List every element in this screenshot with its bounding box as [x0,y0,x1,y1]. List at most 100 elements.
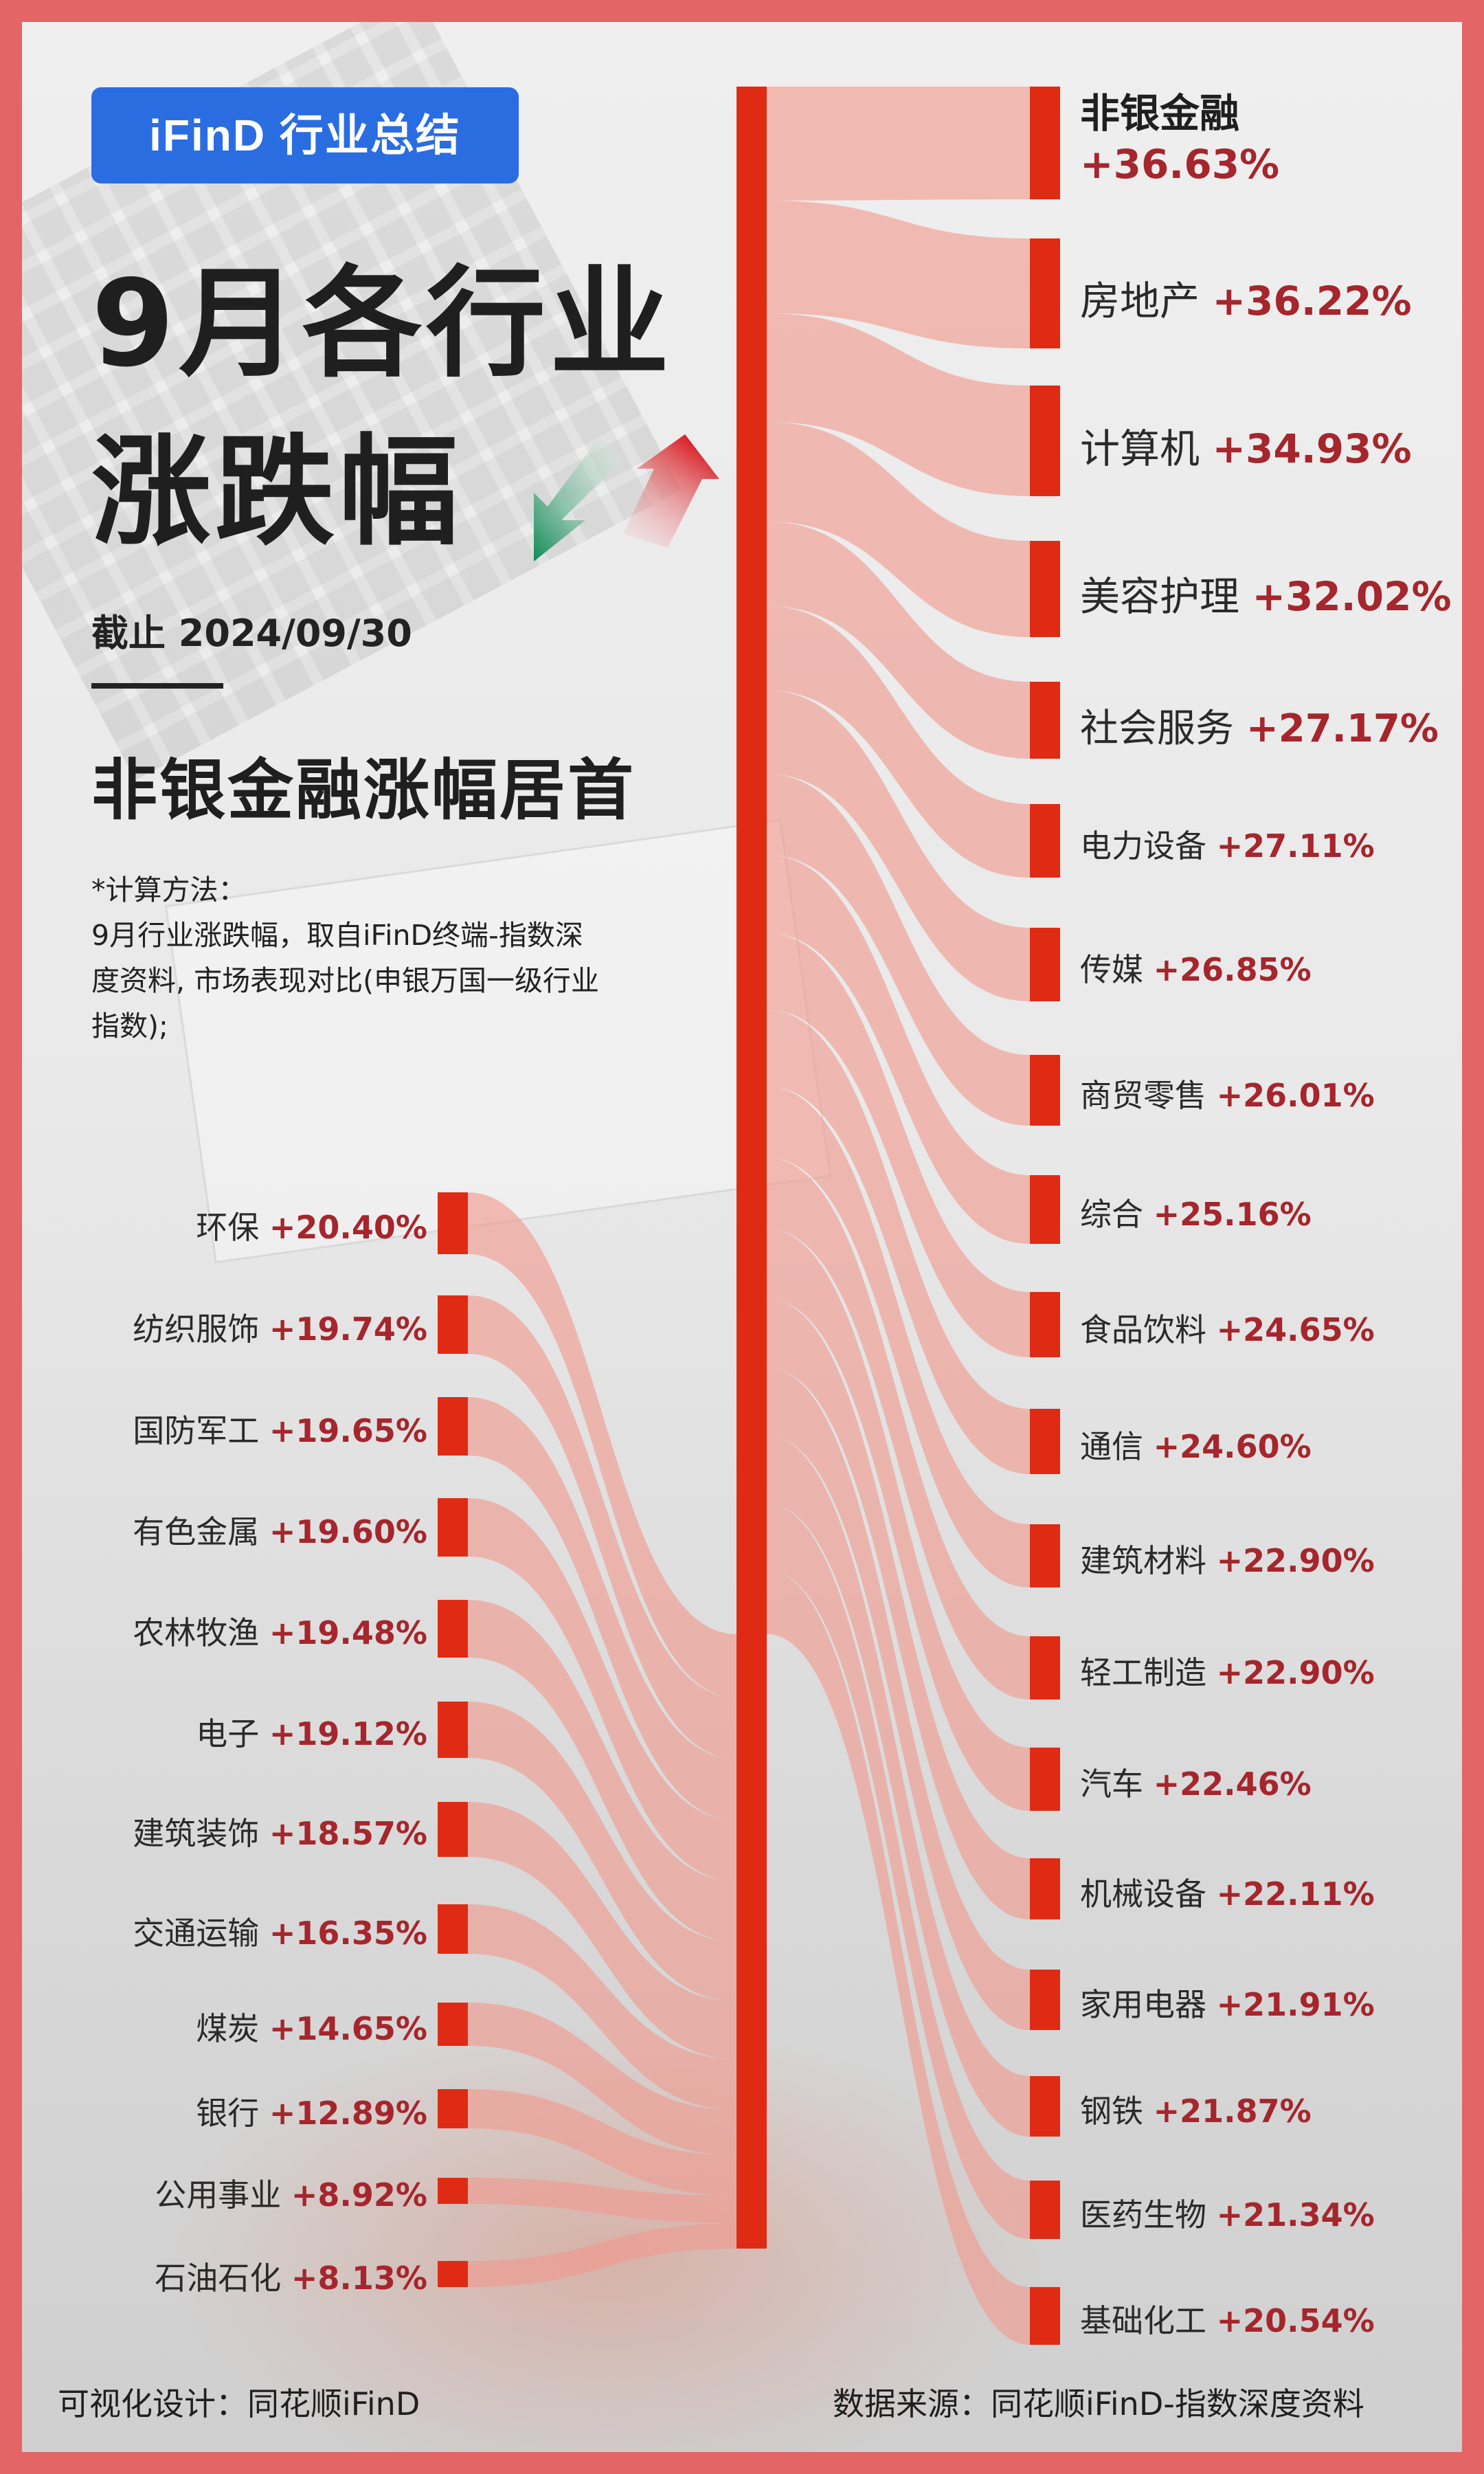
industry-name: 电子 [196,1715,260,1752]
sankey-node-left [438,1498,468,1557]
sankey-node-right [1030,1858,1060,1919]
sankey-flow-left [468,1802,737,2060]
industry-name: 石油石化 [155,2260,282,2297]
industry-label-left: 农林牧渔 +19.48% [43,1608,427,1653]
sankey-flow-right [767,1298,1030,1919]
sankey-flow-right [767,854,1030,1244]
sankey-node-right [1030,2076,1060,2137]
industry-name: 计算机 [1080,425,1200,472]
industry-label-left: 有色金属 +19.60% [43,1507,427,1552]
sankey-flow-left [468,1295,737,1759]
sankey-node-right [1030,386,1060,496]
industry-change: +12.89% [269,2094,427,2132]
industry-label-right: 社会服务 +27.17% [1080,698,1439,753]
sankey-flow-left [468,1192,737,1698]
sankey-flow-left [468,2178,737,2224]
sankey-node-left [438,2261,468,2287]
sankey-node-right [1030,238,1060,348]
industry-label-left: 石油石化 +8.13% [43,2253,427,2299]
industry-name: 国防军工 [133,1412,260,1449]
industry-change: +18.57% [269,1815,427,1852]
industry-label-right: 食品饮料 +24.65% [1080,1305,1375,1350]
sankey-flow-left [468,1702,737,2002]
sankey-flow-right [767,1157,1030,1700]
industry-name: 商贸零售 [1080,1076,1206,1114]
up-down-arrows [534,434,719,561]
industry-label-right: 电力设备 +27.11% [1080,821,1375,867]
sankey-node-left [438,2003,468,2046]
sankey-node-right [1030,541,1060,637]
sankey-node-right [1030,1524,1060,1587]
industry-change: +36.22% [1212,278,1412,325]
industry-name: 基础化工 [1080,2302,1206,2340]
sankey-flow-right [767,774,1030,1126]
date-label: 截止 2024/09/30 [91,612,412,655]
down-arrow-icon [534,438,623,561]
industry-change: +14.65% [269,2009,427,2047]
industry-change: +20.40% [269,1209,427,1246]
industry-change: +21.91% [1216,1986,1375,2024]
industry-label-right: 计算机 +34.93% [1080,416,1412,474]
sankey-flow-right [767,200,1030,348]
industry-label-left: 交通运输 +16.35% [43,1908,427,1954]
sankey-flow-right [767,521,1030,759]
industry-change: +24.60% [1153,1427,1312,1465]
industry-label-left: 环保 +20.40% [43,1203,427,1248]
industry-name: 家用电器 [1080,1986,1206,2024]
method-line: 度资料, 市场表现对比(申银万国一级行业 [91,964,600,997]
industry-name: 纺织服饰 [133,1310,260,1348]
industry-change: +19.48% [269,1614,427,1651]
method-line: 9月行业涨跌幅，取自iFinD终端-指数深 [91,919,583,952]
method-note: *计算方法： 9月行业涨跌幅，取自iFinD终端-指数深 度资料, 市场表现对比… [91,867,723,1049]
sankey-flow-right [767,933,1030,1357]
footer-data-source: 数据来源：同花顺iFinD-指数深度资料 [833,2385,1364,2422]
sankey-flow-left [468,2003,737,2156]
industry-label-right: 医药生物 +21.34% [1080,2190,1375,2236]
sankey-flow-right [767,605,1030,878]
industry-name: 机械设备 [1080,1875,1206,1913]
sankey-node-right [1030,1636,1060,1700]
page-title-line2: 涨跌幅 [91,423,463,562]
sankey-node-left [438,1295,468,1354]
industry-name: 食品饮料 [1080,1311,1206,1348]
sankey-node-right [1030,87,1060,199]
poster: iFinD 行业总结 9月各行业 涨跌幅 截止 2024/09/30 非银金融涨… [22,22,1462,2452]
brand-badge: iFinD 行业总结 [91,87,519,183]
industry-change: +34.93% [1212,425,1412,472]
sankey-flow-right [767,1010,1030,1474]
industry-change: +24.65% [1216,1311,1375,1348]
industry-name: 建筑装饰 [133,1815,260,1852]
industry-change: +19.74% [269,1310,427,1348]
headline: 非银金融涨幅居首 [91,752,636,829]
industry-change: +22.90% [1216,1542,1375,1580]
sankey-flow-left [468,1904,737,2110]
sankey-central-node [737,87,767,2249]
industry-name: 综合 [1080,1196,1143,1234]
sankey-node-right [1030,804,1060,878]
sankey-flow-right [767,1229,1030,1811]
industry-name: 医药生物 [1080,2196,1206,2233]
industry-label-right: 美容护理 +32.02% [1080,564,1452,622]
industry-name: 社会服务 [1080,706,1234,751]
sankey-node-right [1030,1055,1060,1126]
industry-change: +19.60% [269,1513,427,1550]
industry-change: +22.46% [1153,1765,1312,1803]
sankey-node-left [438,1192,468,1254]
industry-label-right: 传媒 +26.85% [1080,945,1312,990]
industry-change: +16.35% [269,1915,427,1952]
industry-name: 煤炭 [196,2009,260,2047]
industry-change: +19.65% [269,1412,427,1449]
sankey-node-right [1030,1175,1060,1244]
sankey-flow-right [767,690,1030,1001]
industry-change: +26.85% [1153,950,1312,988]
sankey-chart [438,87,1060,2345]
sankey-flow-right [767,1504,1030,2239]
sankey-flow-left [468,1498,737,1882]
industry-label-right: 轻工制造 +22.90% [1080,1648,1375,1693]
industry-name: 美容护理 [1080,573,1240,621]
up-arrow-icon [623,434,719,548]
sankey-flow-left [468,1600,737,1942]
sankey-node-right [1030,682,1060,759]
sankey-flow-right [767,1436,1030,2137]
industry-name: 交通运输 [133,1915,260,1952]
